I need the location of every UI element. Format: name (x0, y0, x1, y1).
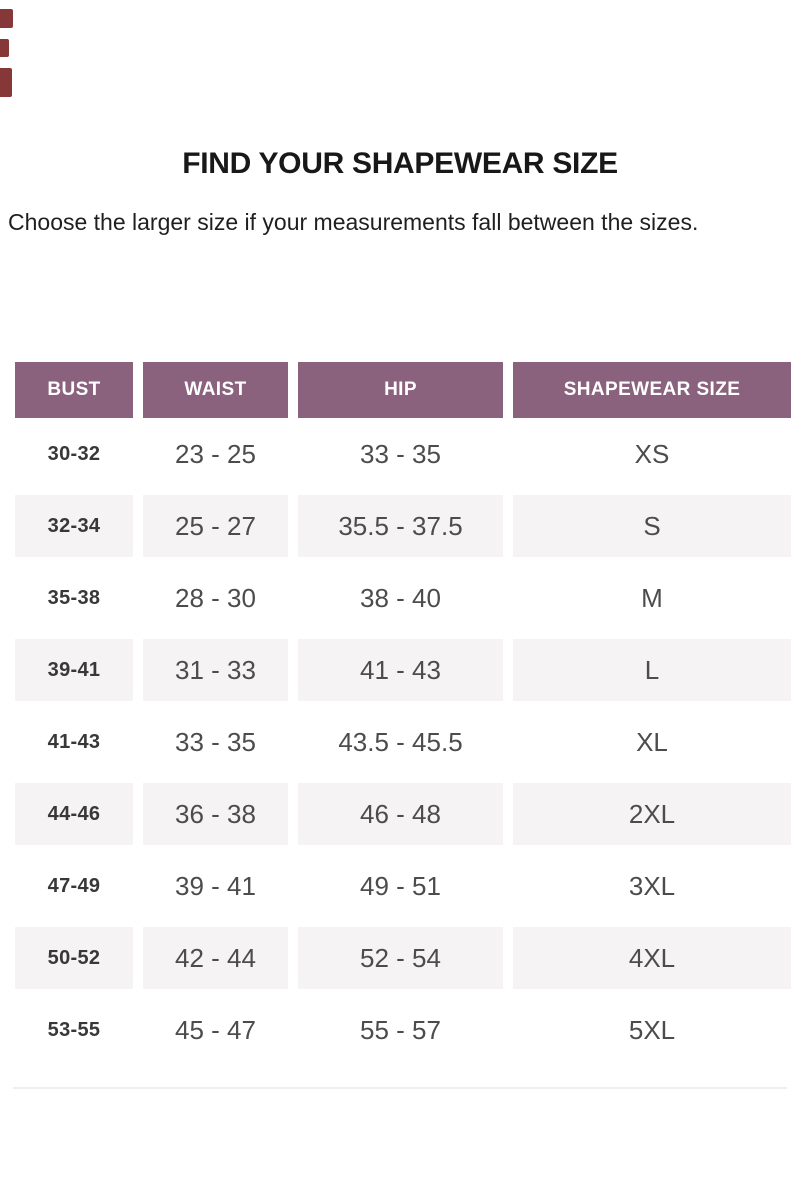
col-header-size: SHAPEWEAR SIZE (513, 362, 791, 418)
table-row: 32-34 25 - 27 35.5 - 37.5 S (15, 490, 791, 562)
bust-cell: 35-38 (47, 586, 101, 609)
table-row: 35-38 28 - 30 38 - 40 M (15, 562, 791, 634)
size-cell: L (513, 634, 791, 706)
bust-cell: 50-52 (15, 922, 133, 994)
size-table: BUST WAIST HIP SHAPEWEAR SIZE 30-32 23 - 25 3… (15, 362, 791, 1066)
bust-cell: 30-32 (47, 442, 101, 465)
edge-artifact-mark (0, 68, 12, 97)
table-row: 44-46 36 - 38 46 - 48 2XL (15, 778, 791, 850)
size-cell: XL (636, 726, 668, 757)
bust-cell: 53-55 (47, 1018, 101, 1041)
hip-cell: 38 - 40 (360, 582, 441, 613)
table-row: 39-41 31 - 33 41 - 43 L (15, 634, 791, 706)
waist-cell: 36 - 38 (143, 778, 288, 850)
waist-cell: 33 - 35 (175, 726, 256, 757)
bust-cell: 39-41 (15, 634, 133, 706)
edge-artifact-mark (0, 9, 13, 28)
table-header-row: BUST WAIST HIP SHAPEWEAR SIZE (15, 362, 791, 418)
table-row: 41-43 33 - 35 43.5 - 45.5 XL (15, 706, 791, 778)
col-header-bust: BUST (15, 362, 133, 418)
bottom-divider (13, 1087, 787, 1089)
waist-cell: 45 - 47 (175, 1014, 256, 1045)
hip-cell: 35.5 - 37.5 (298, 490, 503, 562)
col-header-hip: HIP (298, 362, 503, 418)
waist-cell: 42 - 44 (143, 922, 288, 994)
hip-cell: 49 - 51 (360, 870, 441, 901)
edge-artifact-marks (0, 0, 20, 110)
table-body: 30-32 23 - 25 33 - 35 XS 32-34 25 - 27 35.5 - … (15, 418, 791, 1066)
page-title: FIND YOUR SHAPEWEAR SIZE (182, 147, 618, 180)
waist-cell: 25 - 27 (143, 490, 288, 562)
bust-cell: 44-46 (15, 778, 133, 850)
waist-cell: 23 - 25 (175, 438, 256, 469)
size-cell: 5XL (628, 1014, 676, 1045)
hip-cell: 33 - 35 (360, 438, 441, 469)
waist-cell: 28 - 30 (175, 582, 256, 613)
hip-cell: 55 - 57 (360, 1014, 441, 1045)
size-cell: S (513, 490, 791, 562)
waist-cell: 39 - 41 (175, 870, 256, 901)
size-cell: M (641, 582, 663, 613)
hip-cell: 41 - 43 (298, 634, 503, 706)
table-row: 30-32 23 - 25 33 - 35 XS (15, 418, 791, 490)
col-header-waist: WAIST (143, 362, 288, 418)
size-cell: XS (634, 438, 670, 469)
table-row: 53-55 45 - 47 55 - 57 5XL (15, 994, 791, 1066)
bust-cell: 47-49 (47, 874, 101, 897)
waist-cell: 31 - 33 (143, 634, 288, 706)
edge-artifact-mark (0, 39, 9, 57)
size-cell: 3XL (628, 870, 676, 901)
size-cell: 4XL (513, 922, 791, 994)
table-row: 50-52 42 - 44 52 - 54 4XL (15, 922, 791, 994)
size-note: Choose the larger size if your measureme… (8, 209, 699, 235)
hip-cell: 43.5 - 45.5 (338, 726, 463, 757)
bust-cell: 41-43 (47, 730, 101, 753)
table-row: 47-49 39 - 41 49 - 51 3XL (15, 850, 791, 922)
hip-cell: 46 - 48 (298, 778, 503, 850)
size-cell: 2XL (513, 778, 791, 850)
bust-cell: 32-34 (15, 490, 133, 562)
hip-cell: 52 - 54 (298, 922, 503, 994)
